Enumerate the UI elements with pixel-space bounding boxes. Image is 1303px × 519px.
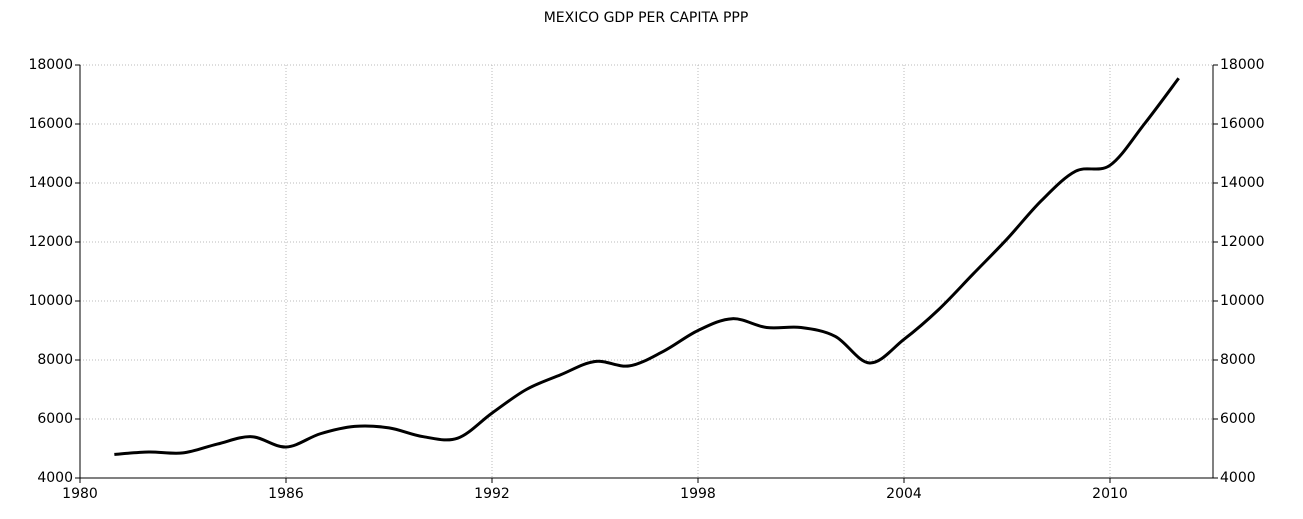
y-tick-label: 14000	[28, 175, 73, 191]
y-tick-label: 6000	[37, 411, 73, 427]
x-tick-label: 1986	[268, 486, 304, 502]
x-tick-label: 1992	[474, 486, 510, 502]
y-tick-label: 18000	[28, 57, 73, 73]
y2-tick-label: 10000	[1220, 293, 1265, 309]
y2-tick-label: 4000	[1220, 470, 1256, 486]
x-tick-label: 1980	[62, 486, 98, 502]
x-tick-label: 2004	[886, 486, 922, 502]
x-tick-label: 2010	[1092, 486, 1128, 502]
y2-tick-label: 14000	[1220, 175, 1265, 191]
y-tick-label: 10000	[28, 293, 73, 309]
y-tick-label: 4000	[37, 470, 73, 486]
data-line	[114, 77, 1180, 456]
y2-tick-label: 18000	[1220, 57, 1265, 73]
y-tick-label: 12000	[28, 234, 73, 250]
y-tick-label: 8000	[37, 352, 73, 368]
x-tick-label: 1998	[680, 486, 716, 502]
y2-tick-label: 8000	[1220, 352, 1256, 368]
y2-tick-label: 12000	[1220, 234, 1265, 250]
y2-tick-label: 16000	[1220, 116, 1265, 132]
y-tick-label: 16000	[28, 116, 73, 132]
y2-tick-label: 6000	[1220, 411, 1256, 427]
chart-title: MEXICO GDP PER CAPITA PPP	[544, 10, 749, 26]
